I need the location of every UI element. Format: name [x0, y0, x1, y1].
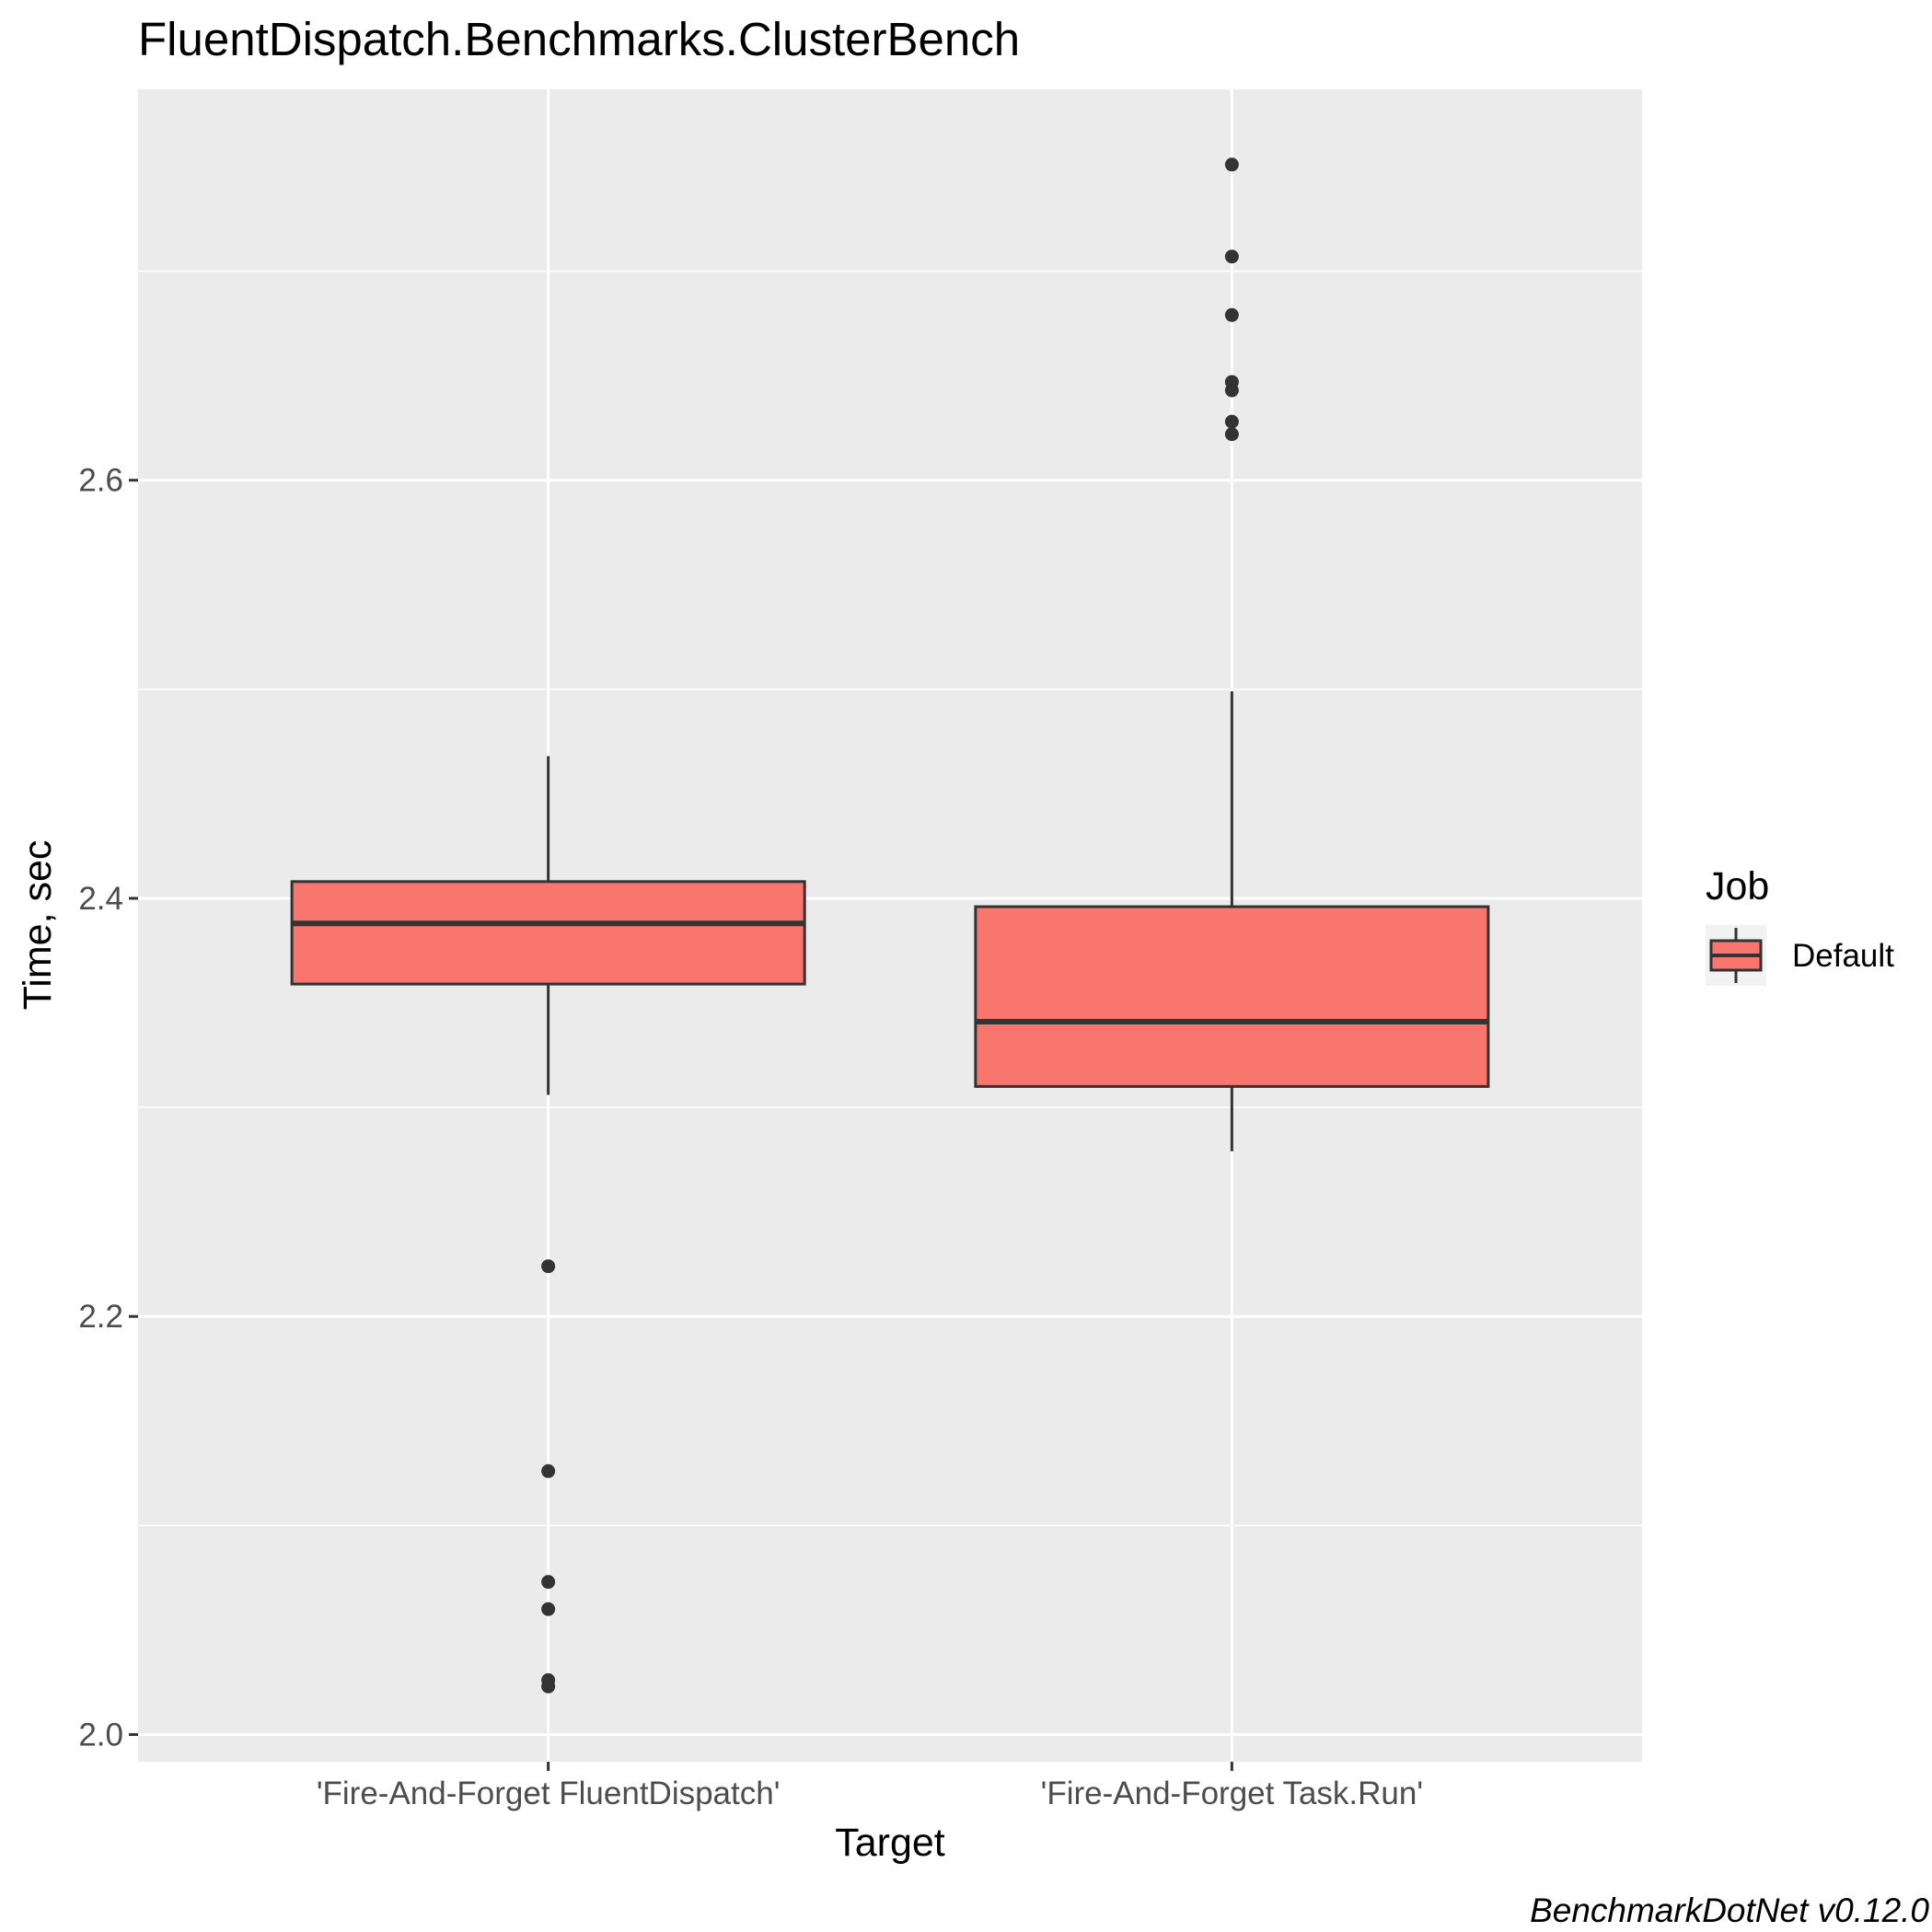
legend: Job Default — [1706, 864, 1894, 986]
y-axis-title: Time, sec — [16, 840, 60, 1011]
outlier-point — [541, 1679, 556, 1694]
caption: BenchmarkDotNet v0.12.0 — [1530, 1892, 1929, 1929]
box — [290, 880, 806, 986]
median-lines — [292, 920, 1488, 1024]
outlier-point — [541, 1259, 556, 1274]
x-axis: 'Fire-And-Forget FluentDispatch' 'Fire-An… — [317, 1762, 1423, 1811]
whiskers — [547, 691, 1233, 1151]
y-tick-label: 2.2 — [78, 1299, 123, 1335]
y-tick-label: 2.6 — [78, 463, 123, 499]
box — [974, 905, 1490, 1088]
outlier-point — [1224, 249, 1239, 264]
x-tick-label: 'Fire-And-Forget Task.Run' — [1041, 1776, 1423, 1811]
outlier-point — [1224, 427, 1239, 442]
outlier-point — [1224, 414, 1239, 429]
chart-title: FluentDispatch.Benchmarks.ClusterBench — [138, 13, 1020, 65]
minor-gridlines — [138, 270, 1642, 1527]
outlier-point — [1224, 307, 1239, 322]
x-tick-label: 'Fire-And-Forget FluentDispatch' — [317, 1776, 781, 1811]
y-tick-label: 2.4 — [78, 881, 123, 917]
outlier-point — [541, 1575, 556, 1590]
outlier-point — [1224, 157, 1239, 172]
outlier-point — [1224, 383, 1239, 398]
outlier-point — [541, 1602, 556, 1616]
legend-label-default: Default — [1792, 938, 1894, 974]
boxes — [290, 880, 1490, 1088]
x-axis-title: Target — [835, 1821, 945, 1865]
y-tick-label: 2.0 — [78, 1717, 123, 1753]
outlier-point — [541, 1463, 556, 1478]
outlier-points — [541, 157, 1239, 1694]
y-axis: 2.0 2.2 2.4 2.6 — [78, 463, 138, 1753]
legend-title: Job — [1706, 864, 1769, 908]
